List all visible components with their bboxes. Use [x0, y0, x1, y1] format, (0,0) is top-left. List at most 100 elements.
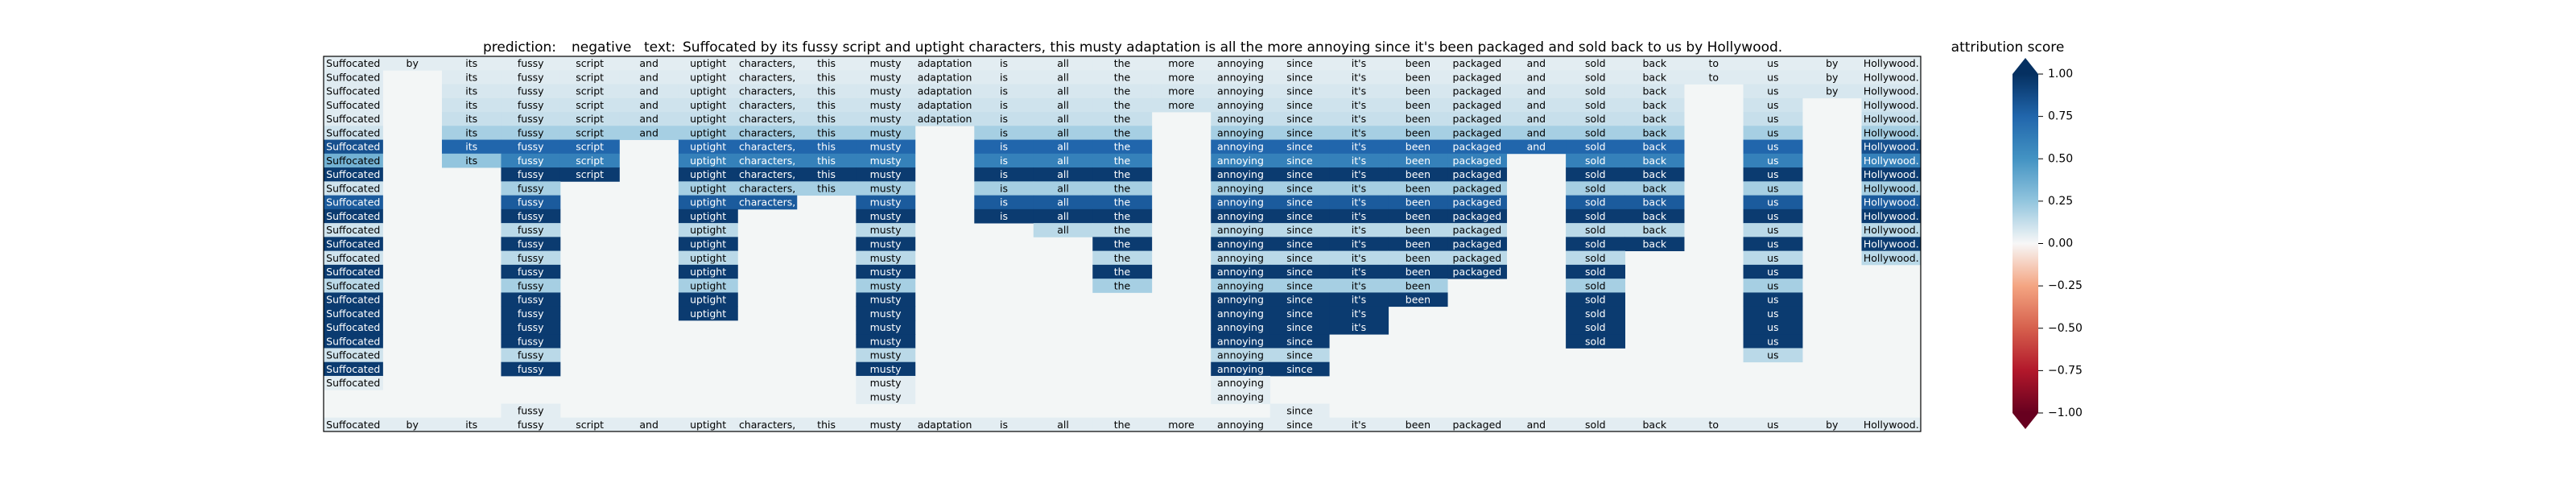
heatmap-cell — [1092, 237, 1153, 252]
heatmap-cell — [1329, 70, 1389, 85]
heatmap-cell — [914, 56, 975, 71]
heatmap-cell — [678, 112, 738, 126]
token-label: uptight — [690, 294, 726, 306]
token-label: uptight — [690, 308, 726, 320]
heatmap-cell — [856, 153, 916, 168]
token-label: Suffocated — [326, 113, 380, 125]
token-label: all — [1057, 126, 1069, 138]
token-label: Hollywood. — [1864, 168, 1919, 180]
heatmap-cell — [1624, 84, 1685, 99]
heatmap-cell — [1269, 97, 1330, 113]
heatmap-cell — [1506, 97, 1567, 113]
heatmap-cell — [1743, 223, 1803, 237]
token-label: been — [1406, 168, 1430, 180]
token-label: fussy — [518, 266, 544, 278]
token-label: us — [1767, 294, 1778, 306]
heatmap-cell — [1269, 264, 1330, 279]
token-label: Suffocated — [326, 168, 380, 180]
token-label: sold — [1585, 321, 1606, 333]
token-label: since — [1286, 113, 1313, 125]
heatmap-cell — [856, 112, 916, 126]
token-label: characters, — [739, 85, 795, 97]
heatmap-cell — [619, 112, 679, 126]
heatmap-cell — [1092, 139, 1153, 155]
token-label: packaged — [1453, 266, 1502, 278]
heatmap-cell — [619, 97, 679, 113]
heatmap-cell — [1211, 56, 1271, 71]
heatmap-cell — [1566, 181, 1625, 196]
token-label: fussy — [518, 196, 544, 208]
token-label: its — [465, 419, 477, 431]
heatmap-cell — [1388, 279, 1448, 293]
token-label: it's — [1352, 419, 1366, 431]
token-label: since — [1286, 294, 1313, 306]
token-label: all — [1057, 71, 1069, 83]
token-label: annoying — [1217, 363, 1264, 375]
token-label: script — [576, 113, 604, 125]
colorbar-tick-label: 0.75 — [2048, 110, 2073, 123]
heatmap-cell — [796, 56, 857, 71]
heatmap-cell — [382, 56, 443, 71]
heatmap-cell — [1033, 84, 1093, 99]
heatmap-cell — [501, 97, 561, 113]
token-label: sold — [1585, 85, 1606, 97]
heatmap-cell — [1211, 167, 1271, 182]
heatmap-cell — [1566, 167, 1625, 182]
heatmap-cell — [1269, 181, 1330, 196]
token-label: it's — [1352, 57, 1366, 69]
token-label: it's — [1352, 155, 1366, 167]
token-label: Hollywood. — [1864, 238, 1919, 250]
heatmap-cell — [1447, 126, 1508, 140]
heatmap-cell — [1388, 70, 1448, 85]
heatmap-cell — [1211, 375, 1271, 390]
heatmap-cell — [1566, 250, 1625, 266]
heatmap-cell — [1743, 320, 1803, 335]
heatmap-cell — [678, 279, 738, 293]
heatmap-cell — [1329, 264, 1389, 279]
heatmap-cell — [737, 70, 798, 85]
token-label: its — [465, 113, 477, 125]
token-label: musty — [870, 266, 902, 278]
token-label: adaptation — [918, 71, 972, 83]
heatmap-cell — [1861, 250, 1922, 266]
heatmap-cell — [1388, 208, 1448, 224]
heatmap-cell — [737, 153, 798, 168]
token-label: uptight — [690, 57, 726, 69]
heatmap-cell — [1211, 195, 1271, 210]
token-label: uptight — [690, 85, 726, 97]
token-label: and — [639, 57, 658, 69]
token-label: us — [1767, 85, 1778, 97]
heatmap-cell — [501, 306, 561, 321]
heatmap-cell — [1566, 126, 1625, 140]
heatmap-cell — [619, 70, 679, 85]
heatmap-cell — [1211, 153, 1271, 168]
token-label: sold — [1585, 210, 1606, 222]
token-label: fussy — [518, 419, 544, 431]
heatmap-cell — [1211, 320, 1271, 335]
heatmap-cell — [1447, 417, 1508, 432]
token-label: been — [1406, 279, 1430, 291]
heatmap-cell — [1566, 223, 1625, 237]
token-label: back — [1642, 196, 1666, 208]
token-label: fussy — [518, 99, 544, 111]
token-label: been — [1406, 294, 1430, 306]
heatmap-cell — [1447, 153, 1508, 168]
token-label: characters, — [739, 141, 795, 153]
token-label: adaptation — [918, 57, 972, 69]
token-label: this — [817, 155, 836, 167]
token-label: it's — [1352, 85, 1366, 97]
heatmap-cell — [796, 84, 857, 99]
token-label: fussy — [518, 363, 544, 375]
token-label: packaged — [1453, 71, 1502, 83]
token-label: sold — [1585, 196, 1606, 208]
heatmap-cell — [501, 153, 561, 168]
token-label: uptight — [690, 141, 726, 153]
token-label: been — [1406, 210, 1430, 222]
heatmap-cell — [678, 97, 738, 113]
token-label: been — [1406, 126, 1430, 138]
heatmap-cell — [1092, 208, 1153, 224]
heatmap-cell — [441, 126, 502, 140]
token-label: script — [576, 155, 604, 167]
token-label: us — [1767, 419, 1778, 431]
token-label: packaged — [1453, 57, 1502, 69]
